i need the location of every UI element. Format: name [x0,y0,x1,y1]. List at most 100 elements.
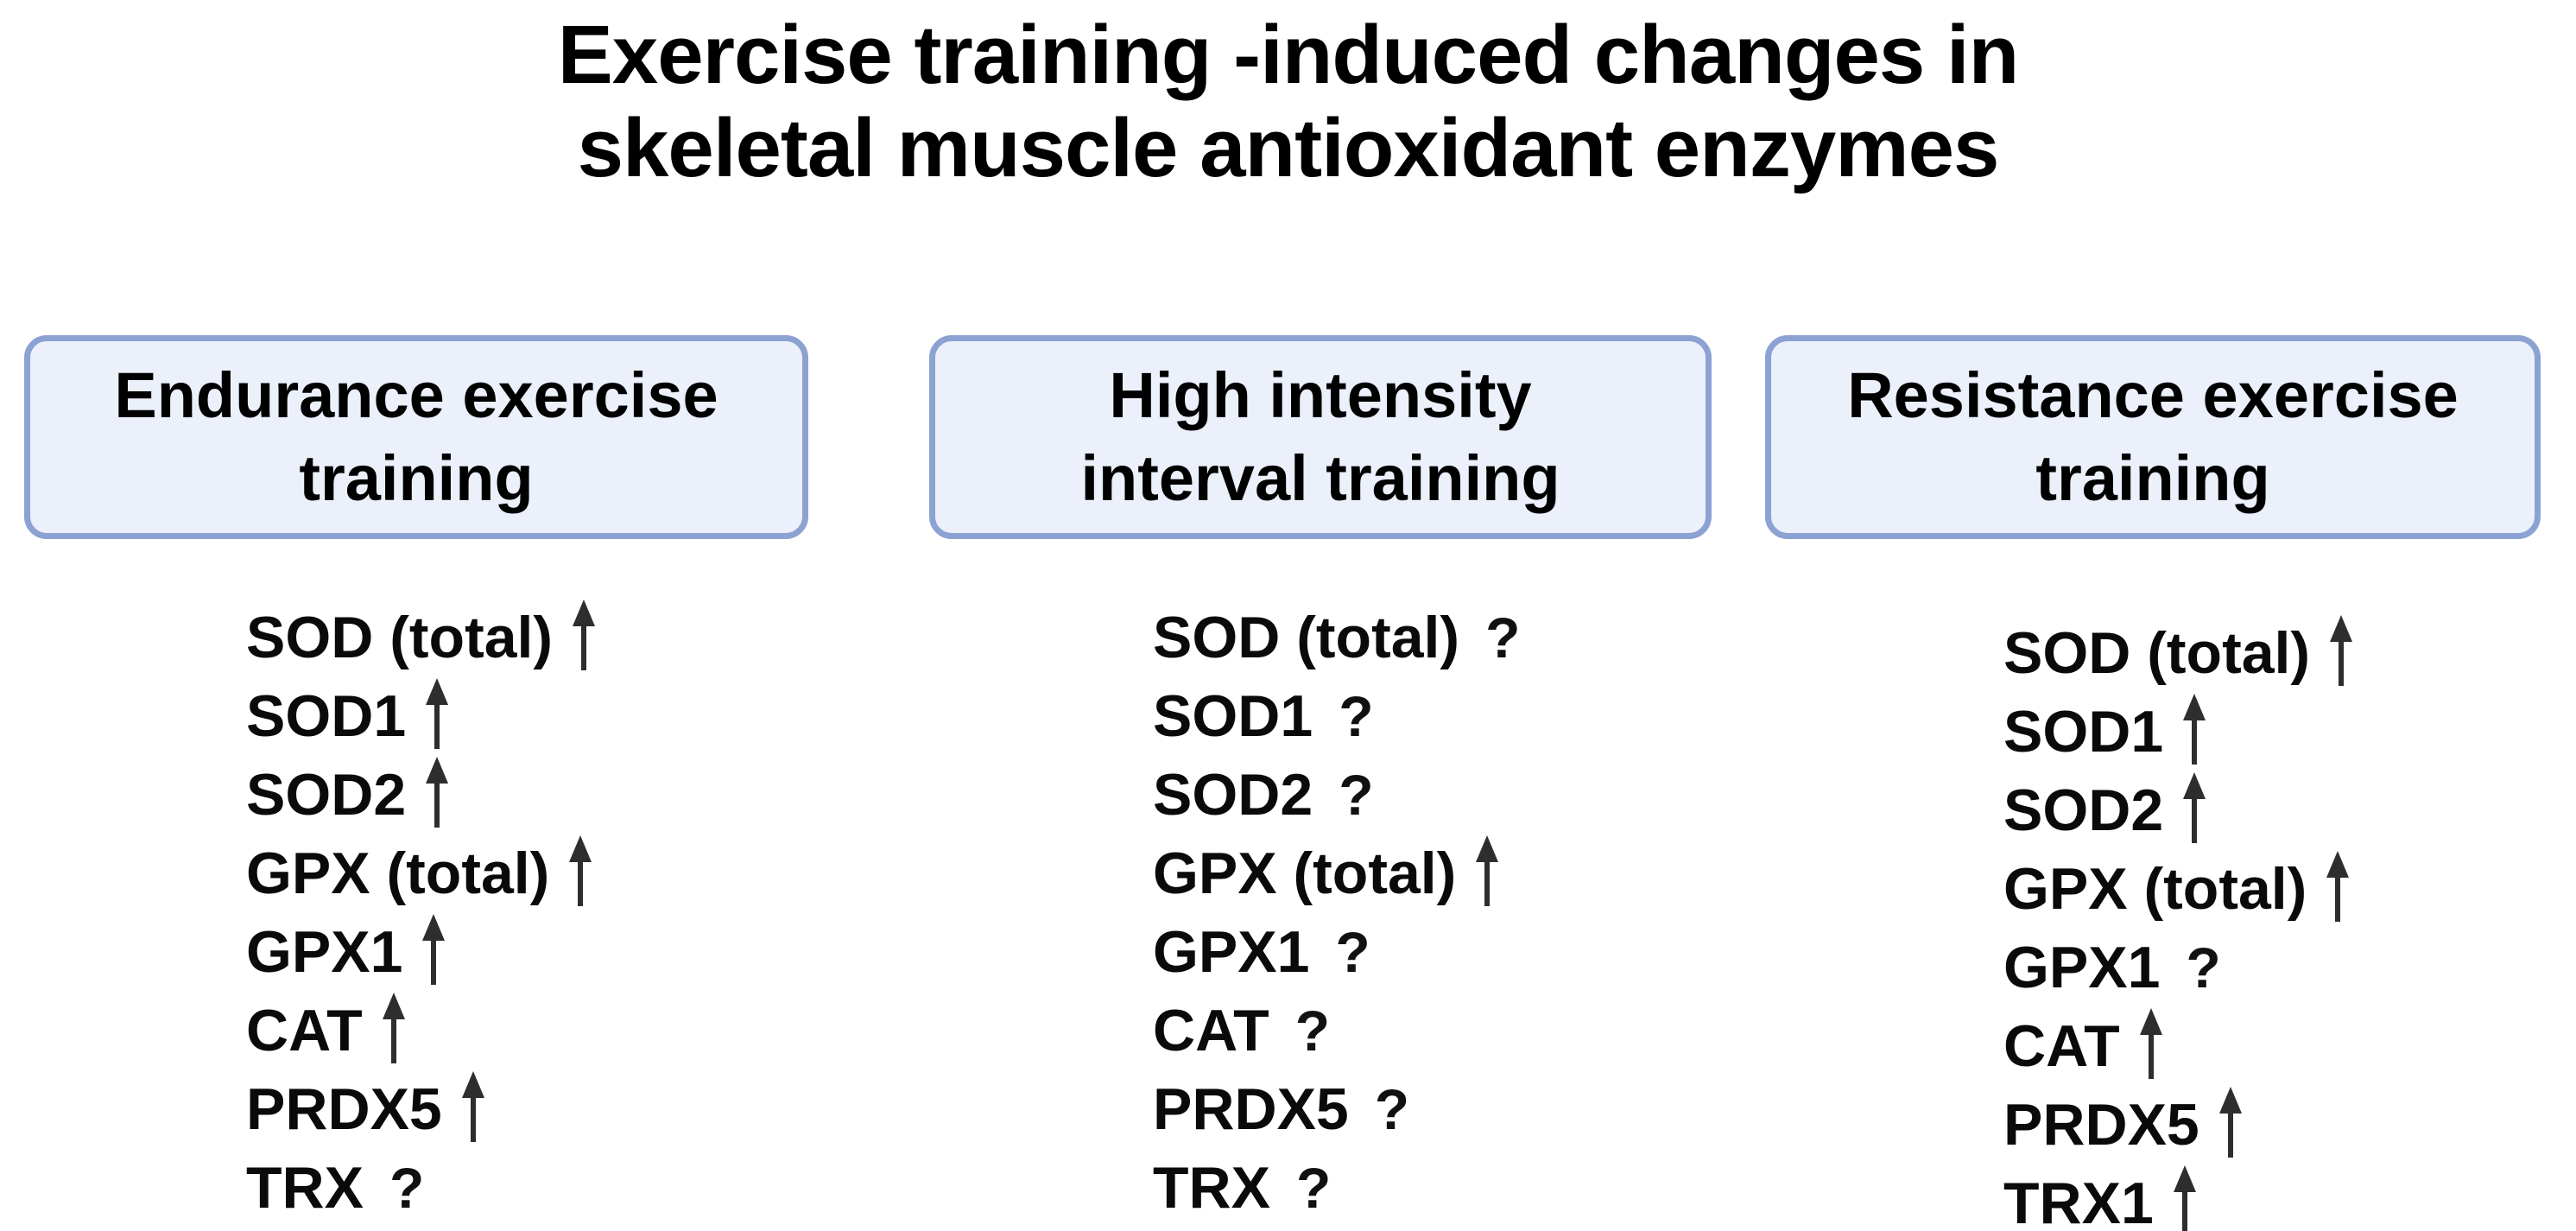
enzyme-row: CAT [2003,1006,2357,1085]
enzyme-row: GPX (total) [1153,834,1520,912]
enzyme-name: TRX [246,1154,364,1221]
question-mark: ? [1374,1076,1410,1141]
training-box-endurance: Endurance exercise training [24,335,808,539]
change-indicator [406,756,453,832]
box-label-line-2: interval training [1080,442,1560,514]
enzyme-list-high-intensity-interval: SOD (total) ? SOD1 ? SOD2 ? GPX (total) … [1153,598,1520,1227]
up-arrow-icon [2183,693,2206,765]
enzyme-name: SOD1 [1153,682,1313,749]
question-mark: ? [389,1155,425,1220]
enzyme-name: PRDX5 [246,1076,442,1142]
question-mark: ? [1335,919,1370,984]
enzyme-row: PRDX5 [2003,1085,2357,1164]
enzyme-list-endurance: SOD (total) SOD1 SOD2 GPX (total) GPX1 [246,598,599,1227]
box-label-line-1: High intensity [1109,359,1532,431]
up-arrow-icon [461,1070,484,1142]
up-arrow-icon [382,992,405,1063]
change-indicator [406,677,453,753]
box-label-line-2: training [2035,442,2270,514]
enzyme-name: GPX1 [2003,934,2161,1000]
up-arrow-icon [426,756,449,828]
enzyme-row: GPX1 ? [1153,912,1520,991]
change-indicator [549,834,596,911]
change-indicator [553,599,599,675]
training-box-resistance: Resistance exercise training [1765,335,2541,539]
box-label-line-1: Endurance exercise [114,359,718,431]
change-indicator [1456,834,1503,911]
enzyme-name: GPX1 [246,918,403,985]
enzyme-name: GPX (total) [1153,840,1457,906]
question-mark: ? [2186,935,2221,999]
up-arrow-icon [2183,771,2206,843]
up-arrow-icon [426,677,449,749]
enzyme-name: PRDX5 [2003,1091,2199,1158]
training-box-high-intensity-interval: High intensity interval training [929,335,1712,539]
question-mark: ? [1485,605,1521,669]
enzyme-name: PRDX5 [1153,1076,1349,1142]
change-indicator [2310,614,2357,690]
enzyme-row: PRDX5 ? [1153,1069,1520,1148]
enzyme-row: CAT ? [1153,991,1520,1069]
question-mark: ? [1339,762,1374,827]
question-mark: ? [1296,1155,1332,1220]
enzyme-name: SOD1 [2003,698,2164,765]
enzyme-row: GPX1 [246,912,599,991]
title-line-2: skeletal muscle antioxidant enzymes [577,102,2000,194]
enzyme-row: GPX (total) [246,834,599,912]
enzyme-row: SOD2 ? [1153,755,1520,834]
enzyme-name: GPX1 [1153,918,1310,985]
up-arrow-icon [569,834,592,906]
change-indicator [2163,693,2210,769]
up-arrow-icon [1476,834,1499,906]
change-indicator [402,913,449,989]
enzyme-row: PRDX5 [246,1069,599,1148]
up-arrow-icon [2218,1086,2242,1158]
enzyme-list-resistance: SOD (total) SOD1 SOD2 GPX (total) GPX1 ? [2003,613,2357,1231]
up-arrow-icon [2173,1164,2196,1231]
enzyme-name: SOD1 [246,682,407,749]
enzyme-name: CAT [2003,1012,2120,1079]
enzyme-row: SOD2 [246,755,599,834]
title-line-1: Exercise training -induced changes in [557,9,2019,101]
enzyme-row: SOD1 [246,676,599,755]
enzyme-row: SOD (total) [246,598,599,676]
enzyme-name: CAT [246,997,363,1063]
change-indicator [2163,771,2210,847]
up-arrow-icon [2139,1007,2162,1079]
box-label-line-2: training [299,442,534,514]
up-arrow-icon [2330,614,2353,686]
page-title: Exercise training -induced changes in sk… [0,9,2576,195]
up-arrow-icon [2326,850,2350,922]
enzyme-name: GPX (total) [2003,855,2307,922]
enzyme-row: SOD1 [2003,692,2357,771]
enzyme-row: TRX1 [2003,1164,2357,1231]
enzyme-name: SOD2 [246,761,407,828]
change-indicator [442,1070,489,1146]
question-mark: ? [1294,998,1331,1063]
box-label-line-1: Resistance exercise [1847,359,2459,431]
enzyme-name: CAT [1153,997,1269,1063]
change-indicator [2154,1164,2200,1231]
enzyme-name: SOD (total) [1153,604,1460,670]
change-indicator [363,992,409,1068]
enzyme-name: SOD2 [2003,777,2164,843]
enzyme-row: TRX ? [246,1148,599,1227]
enzyme-name: TRX [1153,1154,1270,1221]
enzyme-row: SOD (total) [2003,613,2357,692]
change-indicator [2199,1086,2246,1162]
enzyme-row: SOD1 ? [1153,676,1520,755]
enzyme-name: TRX1 [2003,1170,2154,1231]
enzyme-row: SOD (total) ? [1153,598,1520,676]
enzyme-row: GPX (total) [2003,849,2357,928]
enzyme-name: SOD (total) [246,604,554,670]
enzyme-name: SOD (total) [2003,619,2311,686]
enzyme-name: GPX (total) [246,840,550,906]
enzyme-row: GPX1 ? [2003,928,2357,1006]
enzyme-name: SOD2 [1153,761,1313,828]
change-indicator [2307,850,2353,926]
enzyme-row: SOD2 [2003,771,2357,849]
change-indicator [2120,1007,2167,1083]
up-arrow-icon [422,913,446,985]
enzyme-row: CAT [246,991,599,1069]
